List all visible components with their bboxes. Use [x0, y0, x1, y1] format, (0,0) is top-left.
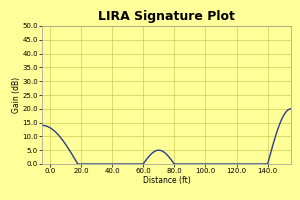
Y-axis label: Gain (dB): Gain (dB): [12, 77, 21, 113]
Title: LIRA Signature Plot: LIRA Signature Plot: [98, 10, 235, 23]
X-axis label: Distance (ft): Distance (ft): [142, 176, 190, 185]
